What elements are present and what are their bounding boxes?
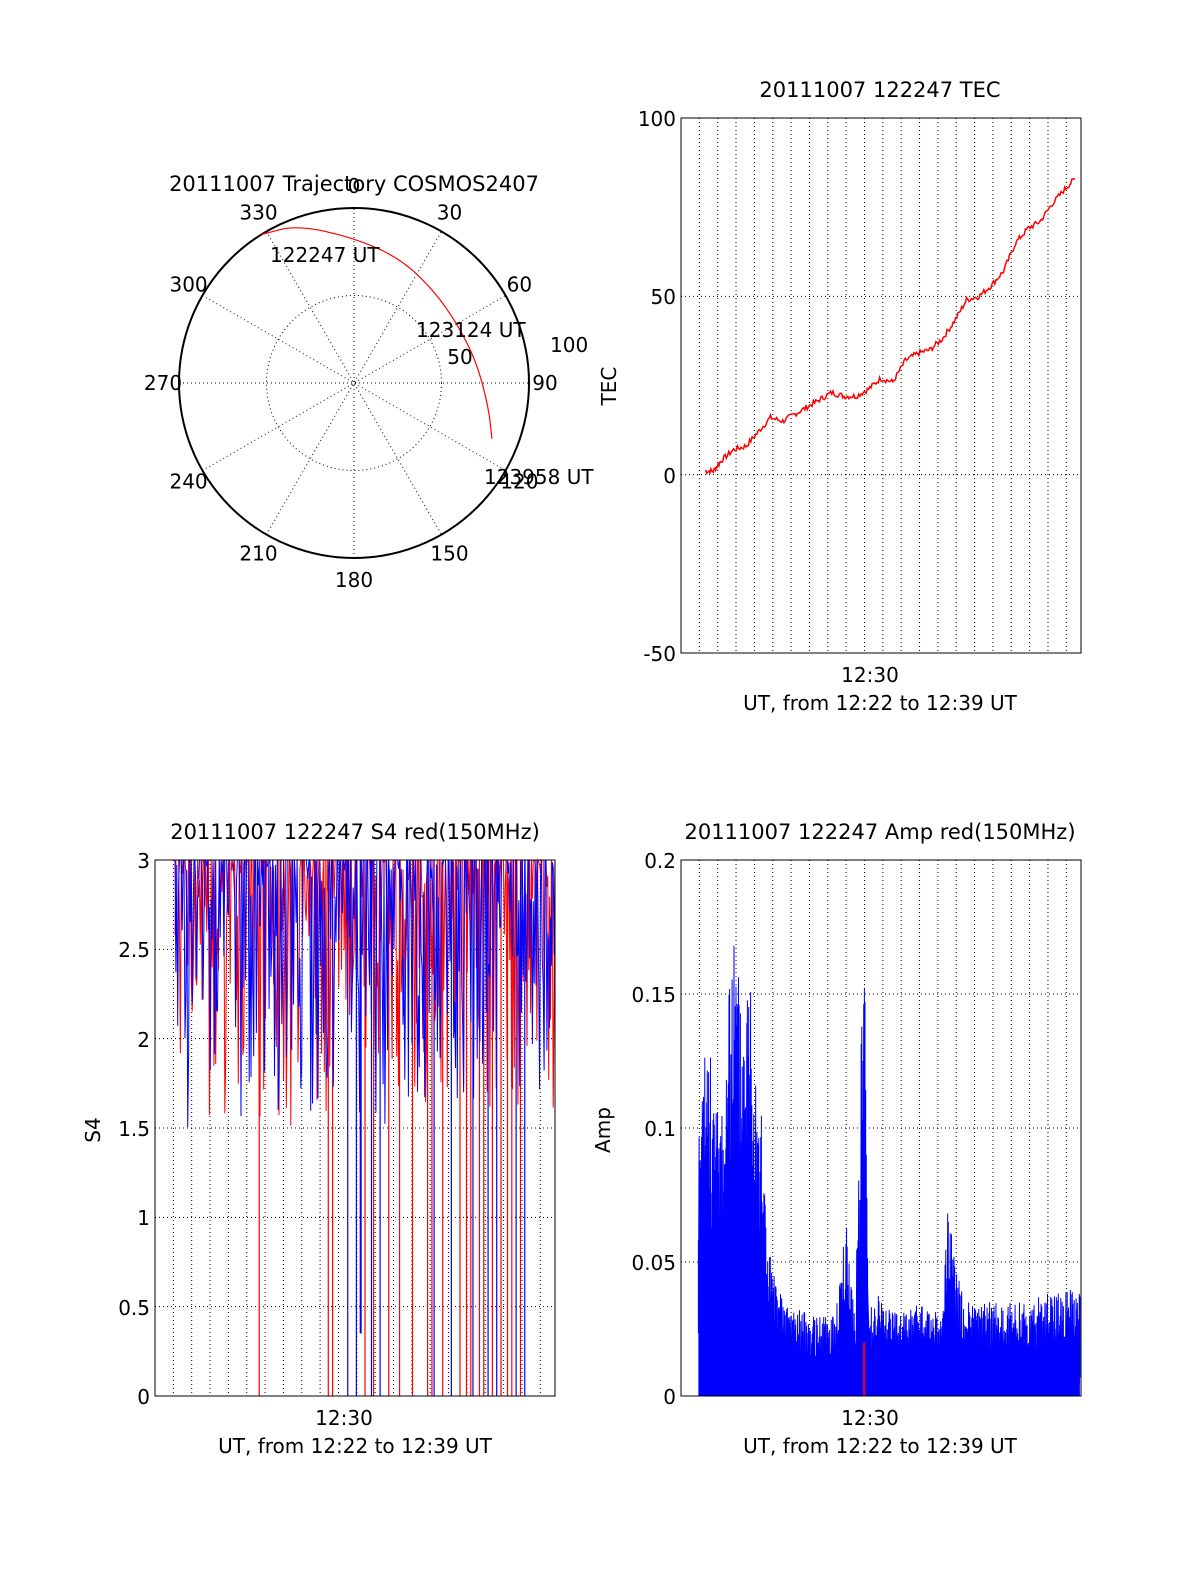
s4-ytick-0: 0	[137, 1385, 150, 1409]
azimuth-label-270: 270	[144, 371, 182, 395]
amp-ylabel: Amp	[591, 1107, 615, 1153]
amp-xlabel: UT, from 12:22 to 12:39 UT	[743, 1434, 1018, 1458]
s4-title: 20111007 122247 S4 red(150MHz)	[170, 820, 540, 844]
s4-ytick-0.5: 0.5	[118, 1296, 150, 1320]
track-start-label: 122247 UT	[270, 243, 380, 267]
amp-ytick-0.1: 0.1	[644, 1117, 676, 1141]
tec-series-line	[704, 177, 1076, 475]
tec-plot-frame	[680, 117, 1082, 654]
polar-azimuth-labels: 0 30 60 90 120 150 180 210 240 270 300 330	[144, 174, 558, 592]
amp-title: 20111007 122247 Amp red(150MHz)	[684, 820, 1075, 844]
azimuth-label-180: 180	[335, 568, 373, 592]
amp-ytick-0.15: 0.15	[631, 983, 676, 1007]
trajectory-track	[261, 227, 493, 439]
s4-ytick-2.5: 2.5	[118, 938, 150, 962]
amp-plot-frame	[680, 859, 1082, 1397]
amp-grid	[681, 860, 1081, 1396]
amp-xtick-1230: 12:30	[841, 1406, 899, 1430]
polar-grid	[178, 207, 530, 559]
s4-ytick-3: 3	[137, 849, 150, 873]
amp-ytick-0.05: 0.05	[631, 1251, 676, 1275]
s4-xlabel: UT, from 12:22 to 12:39 UT	[218, 1434, 493, 1458]
azimuth-label-240: 240	[169, 470, 207, 494]
azimuth-label-30: 30	[437, 200, 462, 224]
tec-ytick-minus50: -50	[643, 642, 676, 666]
ring-label-100: 100	[550, 333, 588, 357]
azimuth-label-300: 300	[169, 273, 207, 297]
tec-ylabel: TEC	[597, 367, 621, 407]
azimuth-label-0: 0	[348, 174, 361, 198]
s4-ytick-1.5: 1.5	[118, 1117, 150, 1141]
tec-ytick-0: 0	[663, 464, 676, 488]
tec-title: 20111007 122247 TEC	[759, 78, 1000, 102]
tec-xtick-1230: 12:30	[841, 663, 899, 687]
amp-series	[697, 945, 1081, 1397]
tec-ytick-100: 100	[638, 107, 676, 131]
s4-xtick-1230: 12:30	[315, 1406, 373, 1430]
amp-ytick-0: 0	[663, 1385, 676, 1409]
polar-ring-50	[266, 295, 442, 471]
tec-xlabel: UT, from 12:22 to 12:39 UT	[743, 691, 1018, 715]
azimuth-label-90: 90	[532, 371, 557, 395]
s4-ytick-2: 2	[137, 1028, 150, 1052]
trajectory-chart: 20111007 Trajectory COSMOS2407 0 30 60 90 12…	[144, 172, 594, 592]
amp-ytick-0.2: 0.2	[644, 849, 676, 873]
azimuth-label-330: 330	[239, 200, 277, 224]
track-end-label: 123958 UT	[484, 465, 594, 489]
tec-grid	[681, 118, 1081, 653]
trajectory-title: 20111007 Trajectory COSMOS2407	[169, 172, 539, 196]
azimuth-label-150: 150	[430, 542, 468, 566]
s4-chart: 20111007 122247 S4 red(150MHz) 3 2.5 2 1…	[81, 820, 556, 1458]
s4-ytick-1: 1	[137, 1206, 150, 1230]
azimuth-label-120: 120	[500, 470, 538, 494]
ring-label-50: 50	[447, 345, 472, 369]
s4-plot-frame	[154, 859, 556, 1397]
tec-chart: 20111007 122247 TEC 100 50 0 -50 12:30 U…	[597, 78, 1082, 715]
track-mid-label: 123124 UT	[416, 318, 526, 342]
azimuth-label-210: 210	[239, 542, 277, 566]
amp-chart: 20111007 122247 Amp red(150MHz) 0.2 0.15…	[591, 820, 1082, 1458]
tec-ytick-50: 50	[651, 285, 676, 309]
s4-ylabel: S4	[81, 1117, 105, 1142]
amp-blue-fill	[698, 1168, 1080, 1396]
azimuth-label-60: 60	[507, 273, 532, 297]
